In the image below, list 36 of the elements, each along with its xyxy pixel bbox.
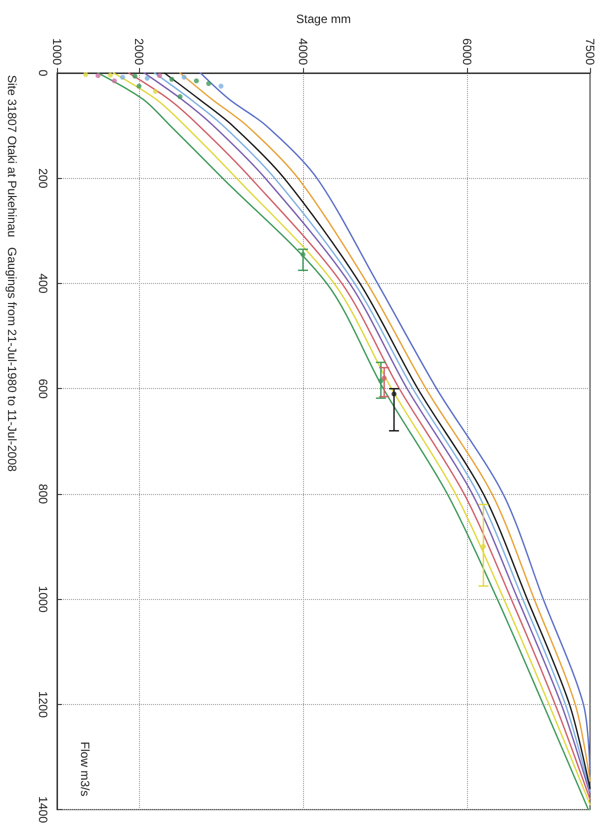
point xyxy=(178,94,182,100)
point xyxy=(182,74,187,80)
point xyxy=(218,84,224,89)
point xyxy=(300,252,306,258)
y-tick-label: 1000 xyxy=(36,586,50,613)
point xyxy=(169,76,174,82)
y-tick-label: 400 xyxy=(36,273,50,294)
point xyxy=(382,376,387,381)
point xyxy=(83,72,88,78)
point xyxy=(144,76,150,81)
y-axis-title: Flow m3/s xyxy=(78,742,92,796)
x-tick-label: 4000 xyxy=(296,38,310,66)
y-tick-label: 0 xyxy=(36,70,50,77)
point xyxy=(108,72,113,78)
x-tick-label: 2000 xyxy=(132,38,146,66)
y-tick-label: 1400 xyxy=(36,796,50,824)
x-tick-label: 6000 xyxy=(460,38,474,66)
point xyxy=(132,74,138,79)
point xyxy=(157,73,162,78)
point xyxy=(136,84,142,89)
point xyxy=(120,74,126,80)
point xyxy=(194,78,199,84)
x-axis-title: Stage mm xyxy=(296,12,351,26)
point xyxy=(152,88,158,94)
chart-title: Site 31807 Otaki at Pukehinau Gaugings from 21-Jul-1980 to 11-Jul-2008 xyxy=(5,75,19,472)
point xyxy=(112,78,117,84)
point xyxy=(96,73,100,78)
y-tick-label: 800 xyxy=(36,484,50,504)
x-tick-label: 7500 xyxy=(583,38,597,66)
point xyxy=(480,544,486,550)
y-tick-label: 1200 xyxy=(36,691,50,718)
y-tick-label: 600 xyxy=(36,378,50,400)
point xyxy=(392,391,397,396)
y-tick-label: 200 xyxy=(36,168,50,189)
point xyxy=(378,378,384,384)
point xyxy=(206,81,212,86)
